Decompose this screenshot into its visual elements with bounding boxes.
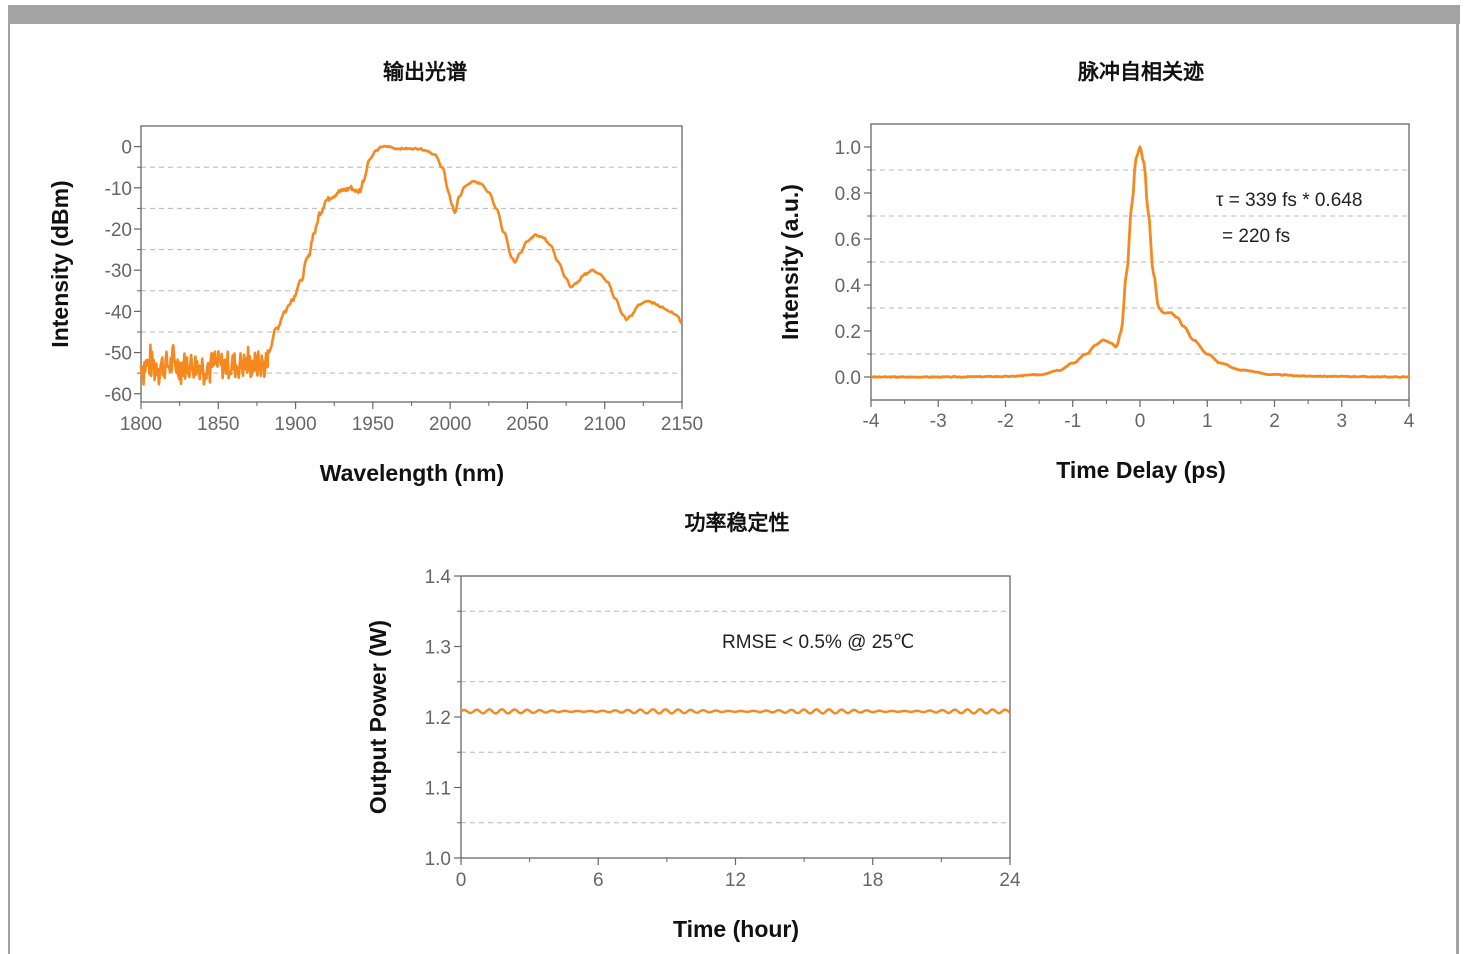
y-tick-label: -50 (105, 344, 132, 365)
x-tick-label: 1 (1202, 411, 1213, 432)
autocorrelation-x-axis-label: Time Delay (ps) (1056, 457, 1226, 483)
power-stability-annotation: RMSE < 0.5% @ 25℃ (722, 632, 914, 653)
y-tick-label: 1.0 (835, 138, 861, 159)
x-tick-label: -4 (863, 411, 880, 432)
y-tick-label: 1.3 (425, 638, 451, 659)
x-tick-label: 1950 (352, 414, 394, 435)
y-tick-label: 0 (121, 138, 132, 159)
y-tick-label: 0.4 (835, 276, 862, 297)
spectrum-x-axis-label: Wavelength (nm) (320, 460, 504, 486)
x-tick-label: 2 (1269, 411, 1280, 432)
power-stability-plot-frame (460, 575, 1011, 859)
power-stability-chart: 功率稳定性 0 6 12 18 24 1.0 1.1 1.2 1.3 1.4 RMSE < 0.5… (365, 511, 1021, 942)
autocorrelation-plot-frame (870, 123, 1410, 401)
y-tick-label: -40 (105, 302, 132, 323)
frame-left-border (8, 24, 10, 954)
x-tick-label: -2 (997, 411, 1014, 432)
x-tick-label: 6 (593, 870, 604, 891)
x-tick-label: 2000 (429, 414, 471, 435)
y-tick-label: 0.8 (835, 184, 861, 205)
autocorrelation-chart-title: 脉冲自相关迹 (1077, 60, 1204, 84)
y-tick-label: 0.6 (835, 230, 861, 251)
power-stability-y-axis-label: Output Power (W) (365, 620, 391, 814)
x-tick-label: -1 (1064, 411, 1081, 432)
y-tick-label: 1.2 (425, 708, 451, 729)
power-stability-x-axis-label: Time (hour) (673, 916, 799, 942)
y-tick-label: 1.0 (425, 849, 451, 870)
spectrum-series-line (139, 144, 683, 386)
autocorrelation-chart: 脉冲自相关迹 -4 -3 -2 -1 0 1 2 3 4 0.0 0.2 0.4 0.6 0.8 1.0 τ… (777, 60, 1415, 483)
x-tick-label: 0 (456, 870, 467, 891)
autocorrelation-series-line (870, 145, 1410, 379)
top-bar (8, 5, 1460, 24)
y-tick-label: -30 (105, 261, 132, 282)
spectrum-chart: 输出光谱 1800 1850 1900 1950 2000 2050 2100 2150 0 -1… (47, 60, 703, 486)
x-tick-label: 1850 (197, 414, 239, 435)
autocorrelation-ticks: -4 -3 -2 -1 0 1 2 3 4 0.0 0.2 0.4 0.6 0.8 1.0 (835, 138, 1415, 432)
x-tick-label: 2150 (661, 414, 703, 435)
power-stability-gridlines (461, 610, 1010, 824)
y-tick-label: 0.2 (835, 322, 861, 343)
x-tick-label: 2050 (506, 414, 548, 435)
x-tick-label: 12 (725, 870, 746, 891)
x-tick-label: -3 (930, 411, 947, 432)
y-tick-label: -20 (105, 220, 132, 241)
frame-right-border (1456, 24, 1459, 954)
x-tick-label: 18 (862, 870, 883, 891)
x-tick-label: 1800 (120, 414, 162, 435)
x-tick-label: 3 (1336, 411, 1347, 432)
autocorrelation-annotation-result: = 220 fs (1222, 226, 1290, 247)
x-tick-label: 24 (999, 870, 1021, 891)
y-tick-label: 1.4 (425, 567, 452, 588)
spectrum-ticks: 1800 1850 1900 1950 2000 2050 2100 2150 0 -10 -20 -… (105, 138, 704, 435)
y-tick-label: -60 (105, 385, 132, 406)
spectrum-y-axis-label: Intensity (dBm) (47, 180, 73, 347)
x-tick-label: 1900 (274, 414, 316, 435)
y-tick-label: -10 (105, 179, 132, 200)
power-stability-series-line (460, 708, 1011, 715)
x-tick-label: 2100 (584, 414, 626, 435)
power-stability-chart-title: 功率稳定性 (685, 511, 790, 535)
power-stability-ticks: 0 6 12 18 24 1.0 1.1 1.2 1.3 1.4 (425, 567, 1021, 891)
spectrum-gridlines (141, 166, 682, 374)
x-tick-label: 4 (1404, 411, 1415, 432)
y-tick-label: 1.1 (425, 779, 451, 800)
spectrum-chart-title: 输出光谱 (383, 60, 467, 84)
autocorrelation-annotation-tau: τ = 339 fs * 0.648 (1216, 190, 1362, 211)
autocorrelation-y-axis-label: Intensity (a.u.) (777, 184, 803, 340)
y-tick-label: 0.0 (835, 368, 861, 389)
x-tick-label: 0 (1135, 411, 1146, 432)
